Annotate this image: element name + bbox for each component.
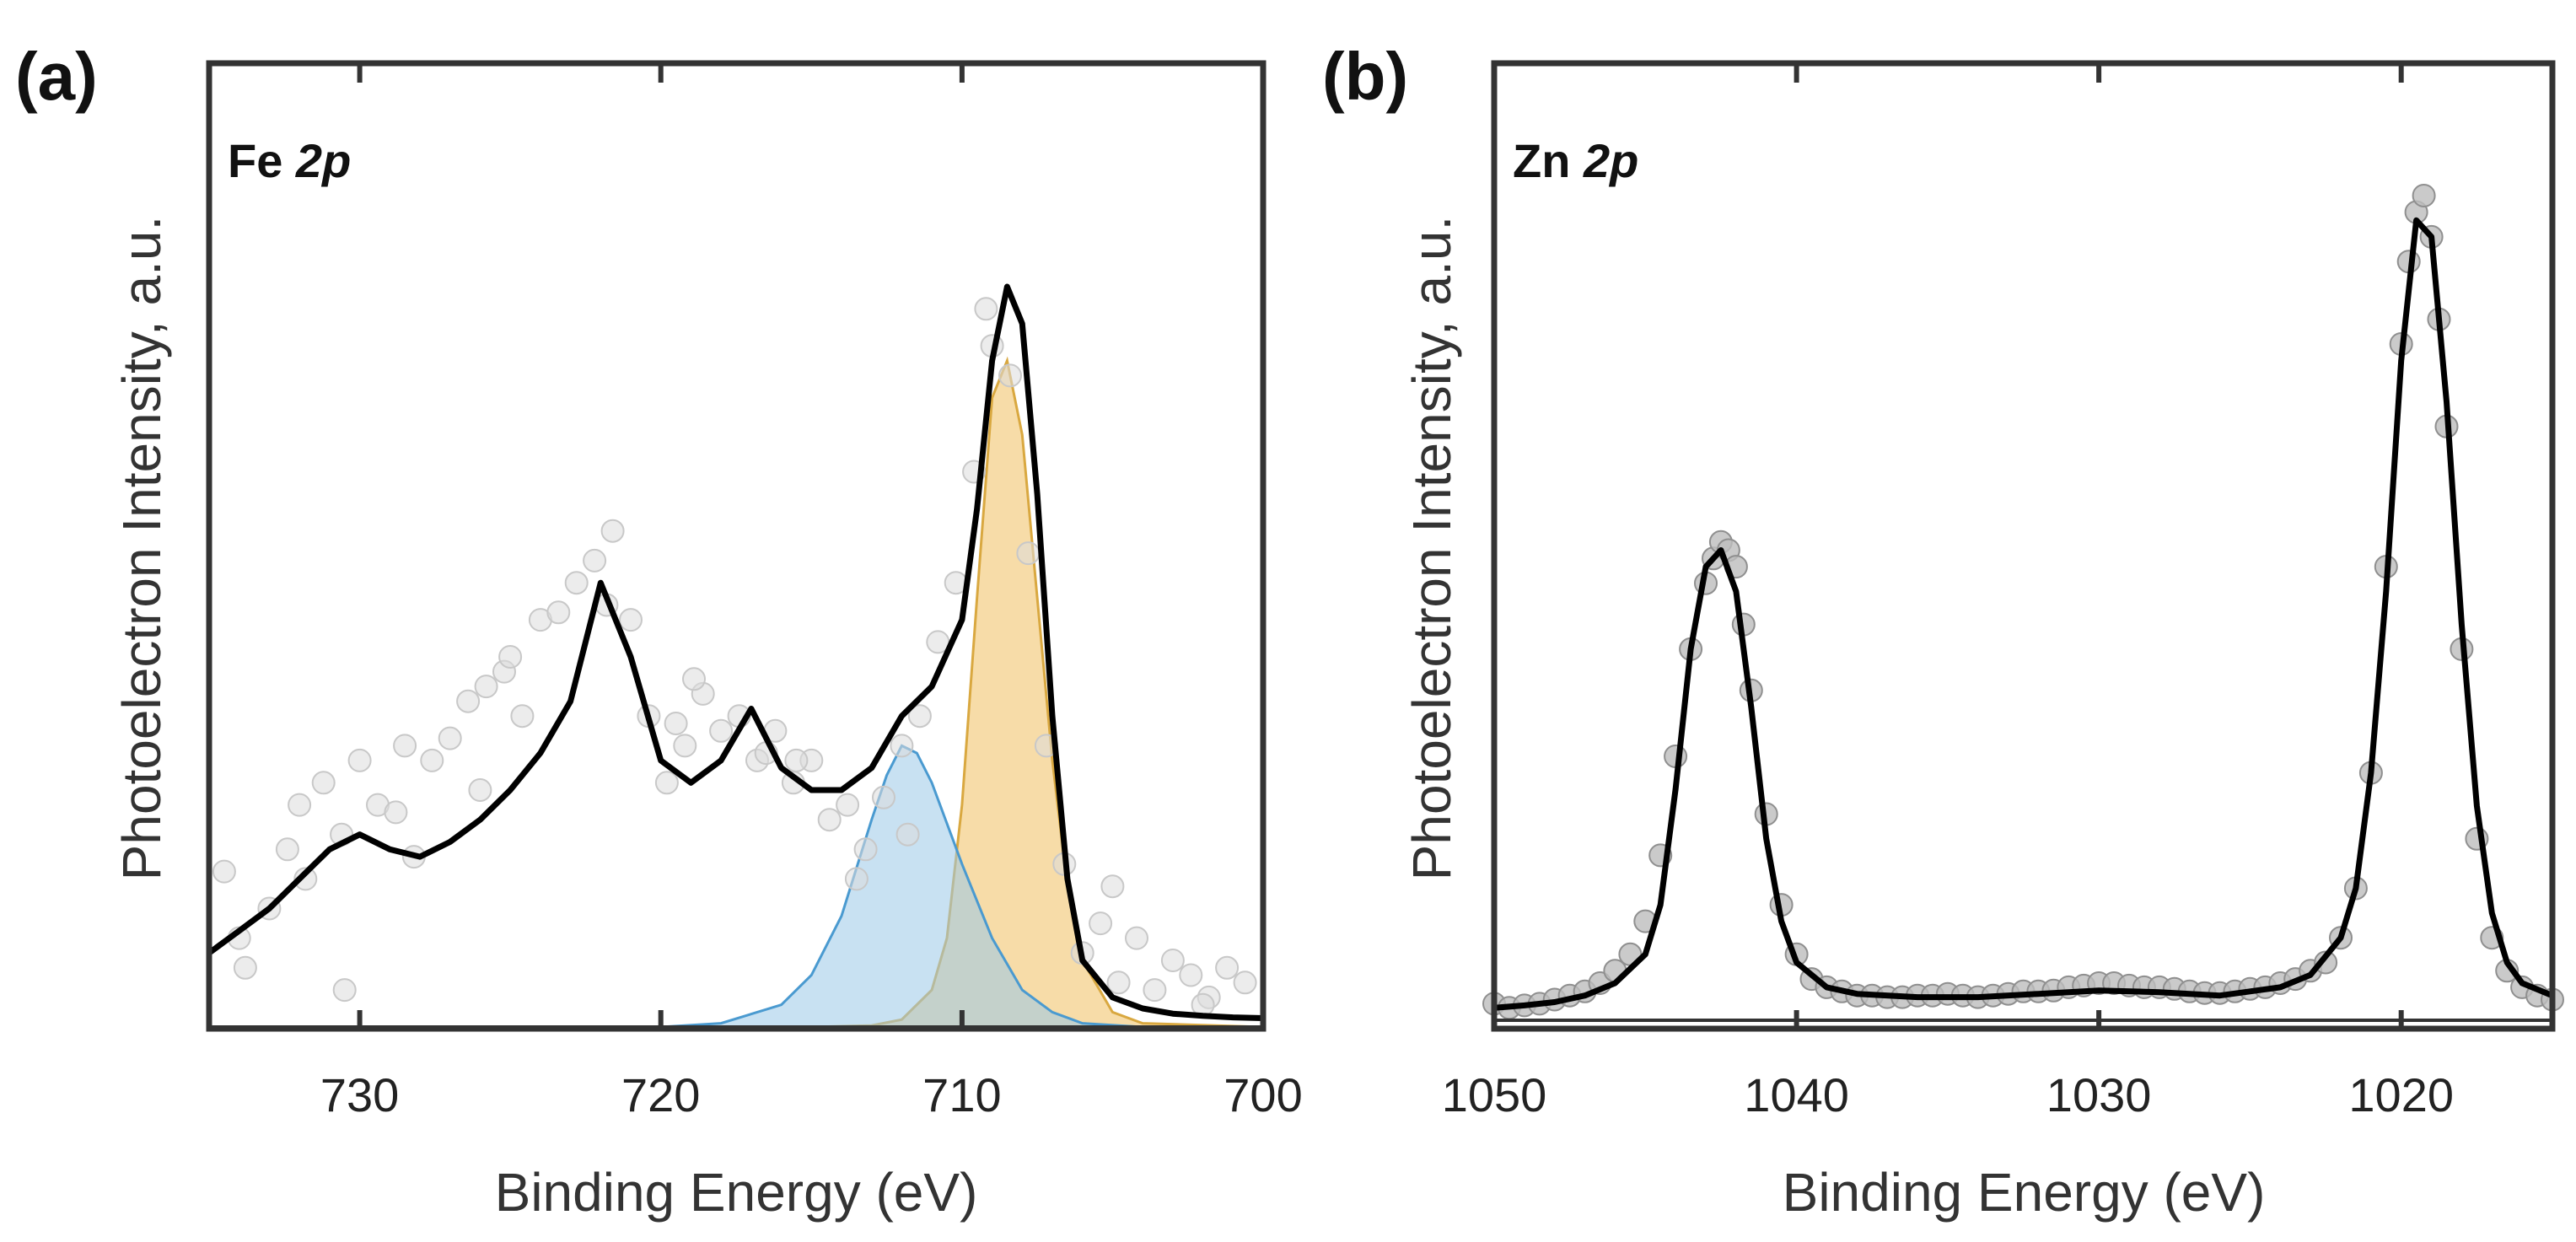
panel-a-data-point — [332, 978, 357, 1003]
panel-a-element-name: Fe — [228, 134, 282, 187]
panel-a-letter: (a) — [15, 39, 98, 114]
panel-a-data-point — [619, 608, 643, 632]
panel-a-component-fills — [209, 356, 1264, 1029]
panel-a-data-point — [474, 675, 498, 699]
panel-a-frame — [206, 60, 1266, 1032]
panel-a-data-point — [890, 734, 914, 758]
panel-b-xlabel: Binding Energy (eV) — [1783, 1162, 2266, 1223]
panel-a-x-tick-label: 730 — [320, 1068, 399, 1121]
panel-b-x-tick-label: 1040 — [1744, 1068, 1849, 1121]
panel-a-data-point — [393, 734, 417, 758]
panel-a: 730 720 710 700 (a) Fe 2p Binding Energy (e… — [15, 39, 1303, 1223]
panel-a-data-point — [682, 667, 706, 691]
panel-a-data-point — [546, 600, 571, 625]
panel-a-data-point — [654, 771, 679, 795]
panel-a-data-point — [872, 785, 895, 809]
panel-b-data-point — [2314, 950, 2338, 975]
panel-a-data-point — [1089, 911, 1113, 936]
panel-b-element-label: Zn 2p — [1513, 134, 1638, 187]
panel-a-element-label: Fe 2p — [228, 134, 351, 187]
panel-a-data-point — [1106, 970, 1131, 995]
panel-a-data-point — [1100, 874, 1125, 899]
panel-a-data-point — [347, 748, 372, 772]
panel-a-x-tick-label: 720 — [621, 1068, 700, 1121]
panel-b-fit-curve — [1493, 217, 2554, 1011]
panel-a-data-point — [456, 689, 481, 713]
panel-a-data-point — [1215, 955, 1240, 980]
panel-b-fit-line — [1493, 217, 2554, 1022]
panel-a-component-2-area — [209, 744, 1263, 1029]
panel-a-data-point — [275, 837, 299, 862]
panel-a-data-point — [907, 704, 932, 729]
panel-a-data-point — [468, 778, 492, 802]
panel-a-data-point — [664, 712, 688, 735]
panel-b-x-tick-label: 1020 — [2348, 1068, 2454, 1121]
panel-a-data-point — [212, 859, 236, 884]
panel-b-data-point — [2412, 184, 2436, 207]
panel-a-data-point — [817, 808, 842, 832]
panel-a-data-point — [1143, 978, 1167, 1003]
panel-a-x-tick-label: 700 — [1223, 1068, 1302, 1121]
panel-a-ylabel: Photoelectron Intensity, a.u. — [111, 216, 172, 881]
panel-a-data-points — [212, 297, 1257, 1017]
panel-a-data-point — [784, 748, 809, 772]
panel-a-data-point — [1016, 541, 1041, 566]
panel-b-ticks: 1050 1040 1030 1020 — [1442, 66, 2454, 1121]
panel-a-orbital: 2p — [295, 134, 351, 187]
panel-a-data-point — [420, 748, 444, 772]
panel-a-data-point — [384, 800, 408, 825]
panel-a-data-point — [836, 793, 860, 817]
panel-a-data-point — [709, 718, 734, 743]
panel-a-data-point — [288, 793, 312, 817]
panel-a-data-point — [895, 822, 920, 847]
panel-b-letter: (b) — [1322, 39, 1408, 114]
panel-a-data-point — [583, 548, 607, 573]
panel-a-data-point — [998, 363, 1022, 388]
panel-b-x-tick-label: 1050 — [1442, 1068, 1547, 1121]
panel-a-data-point — [233, 955, 257, 980]
panel-a-data-point — [498, 645, 523, 669]
panel-a-ticks: 730 720 710 700 — [320, 66, 1303, 1121]
panel-a-data-point — [844, 867, 869, 891]
panel-a-fit-curve — [207, 283, 1264, 1021]
panel-b-orbital: 2p — [1583, 134, 1638, 187]
panel-a-data-point — [564, 571, 589, 595]
panel-a-data-point — [673, 734, 697, 758]
panel-a-xlabel: Binding Energy (eV) — [495, 1162, 978, 1223]
panel-a-data-point — [600, 519, 625, 543]
panel-b-x-tick-label: 1030 — [2046, 1068, 2152, 1121]
panel-b-element-name: Zn — [1513, 134, 1570, 187]
panel-a-data-point — [1160, 949, 1185, 972]
panel-a-data-point — [510, 704, 535, 729]
panel-a-data-point — [974, 297, 998, 321]
panel-a-data-point — [438, 726, 462, 750]
panel-b-ylabel: Photoelectron Intensity, a.u. — [1401, 216, 1462, 881]
panel-a-data-point — [293, 867, 318, 891]
panel-a-data-point — [1179, 963, 1203, 987]
panel-a-data-point — [853, 837, 878, 862]
panel-a-data-point — [1125, 926, 1148, 950]
panel-a-data-point — [1233, 970, 1257, 995]
panel-b-frame — [1491, 60, 2556, 1032]
panel-a-data-point — [311, 771, 336, 795]
panel-a-x-tick-label: 710 — [922, 1068, 1001, 1121]
panel-b: 1050 1040 1030 1020 (b) Zn 2p Binding Energ… — [1322, 39, 2564, 1223]
panel-b-data-points — [1482, 184, 2564, 1020]
